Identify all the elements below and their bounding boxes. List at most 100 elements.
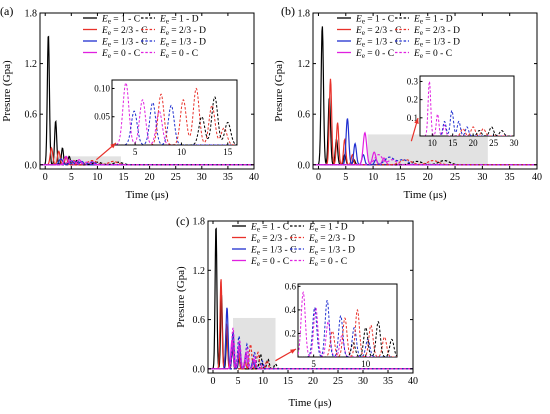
inset-y-tick-label: 0.4: [285, 305, 297, 315]
x-tick-label: 15: [395, 172, 405, 183]
legend-var: E: [413, 38, 420, 48]
legend-label: Ee = 1/3 - C: [101, 38, 147, 49]
x-tick-label: 5: [69, 172, 74, 183]
x-tick-label: 5: [343, 172, 348, 183]
y-axis-label: Presure (Gpa): [273, 60, 285, 122]
legend-label: Ee = 1/3 - D: [159, 38, 206, 49]
legend-label: Ee = 2/3 - D: [413, 26, 460, 37]
legend-text: = 2/3 - C: [111, 26, 148, 36]
plot-frame-3: [207, 220, 414, 374]
inset-x-tick-label: 30: [510, 138, 520, 148]
legend-text: = 2/3 - D: [169, 26, 206, 36]
inset-x-tick-label: 10: [177, 147, 187, 157]
legend-var: E: [355, 26, 362, 36]
inset-series-line-2: [420, 109, 514, 136]
legend-var: E: [101, 38, 108, 48]
legend-text: = 1/3 - C: [111, 38, 148, 48]
x-tick-label: 20: [145, 172, 155, 183]
inset-x-tick-label: 10: [361, 359, 371, 369]
legend-sub: e: [420, 18, 423, 26]
x-tick-label: 0: [211, 376, 216, 387]
y-tick-label: 1.8: [25, 9, 38, 20]
legend-text: = 1/3 - D: [169, 38, 206, 48]
y-tick-label: 1.2: [298, 59, 311, 70]
legend-var: E: [413, 15, 420, 25]
y-tick-label: 0.0: [298, 160, 311, 171]
legend-var: E: [250, 223, 257, 233]
legend-label: Ee = 1 - D: [308, 223, 348, 234]
y-tick-label: 1.8: [298, 9, 311, 20]
y-tick-label: 0.0: [25, 160, 38, 171]
legend-text: = 1/3 - C: [260, 246, 297, 256]
inset-frame: [111, 79, 238, 146]
legend-var: E: [159, 38, 166, 48]
legend-label: Ee = 0 - C: [159, 49, 198, 60]
inset-y-tick-label: 0.2: [407, 95, 418, 105]
legend-var: E: [250, 257, 257, 267]
legend-sub: e: [108, 52, 111, 60]
inset-x-tick-label: 25: [489, 138, 499, 148]
inset-series-line-4: [112, 96, 237, 145]
inset-y-tick-label: 0.05: [94, 112, 110, 122]
legend-var: E: [159, 26, 166, 36]
x-tick-label: 40: [408, 376, 418, 387]
legend-var: E: [355, 15, 362, 25]
x-tick-label: 0: [316, 172, 321, 183]
legend-sub: e: [315, 226, 318, 234]
legend-var: E: [355, 38, 362, 48]
legend-text: = 0 - C: [318, 257, 347, 267]
legend-sub: e: [420, 41, 423, 49]
x-tick-label: 40: [249, 172, 259, 183]
x-tick-label: 30: [358, 376, 368, 387]
zoom-arrow-head-1: [110, 143, 116, 149]
inset-x-tick-label: 15: [223, 147, 233, 157]
legend-var: E: [101, 15, 108, 25]
legend-text: = 0 - C: [169, 49, 198, 59]
legend-label: Ee = 0 - C: [355, 49, 394, 60]
inset-x-tick-label: 5: [311, 359, 316, 369]
inset-x-tick-label: 15: [448, 138, 458, 148]
y-tick-label: 0.6: [298, 110, 311, 121]
x-tick-label: 10: [258, 376, 268, 387]
legend-sub: e: [257, 260, 260, 268]
inset-series-line-2: [112, 101, 237, 145]
y-tick-label: 0.6: [25, 110, 38, 121]
legend-2: Ee = 1 - C Ee = 1 - DEe = 2/3 - C Ee = 2/3…: [337, 15, 460, 60]
series-line-3-8: [208, 327, 413, 370]
legend-label: Ee = 0 - C: [101, 49, 140, 60]
x-tick-label: 35: [383, 376, 393, 387]
legend-text: = 0 - C: [423, 49, 452, 59]
legend-label: Ee = 1 - D: [159, 15, 199, 26]
y-axis-label: Presure (Gpa): [1, 60, 13, 122]
inset-2: 10 15 20 25 30 0.1 0.2 0.3: [407, 75, 520, 148]
legend-label: Ee = 2/3 - C: [250, 234, 296, 245]
zoom-arrow-head-2: [414, 118, 419, 124]
legend-var: E: [101, 49, 108, 59]
legend-label: Ee = 1 - C: [355, 15, 394, 26]
legend-text: = 1 - D: [423, 15, 453, 25]
inset-y-tick-label: 0.10: [94, 83, 110, 93]
inset-1: 5 10 15 0.05 0.10: [94, 79, 238, 157]
x-tick-label: 35: [223, 172, 233, 183]
series-line-1-8: [40, 159, 254, 166]
panel-3: 0 5 10 15 20 25 30 35 40 0.0 0.6 1.2 1.8 Time (μs) Pre…: [175, 214, 418, 409]
legend-text: = 1/3 - D: [423, 38, 460, 48]
x-axis-label: Time (μs): [403, 189, 446, 201]
legend-sub: e: [362, 29, 365, 37]
x-axis-label: Time (μs): [288, 397, 331, 409]
legend-sub: e: [166, 18, 169, 26]
inset-3: 5 10 0.2 0.4 0.6: [285, 281, 398, 369]
legend-text: = 0 - C: [365, 49, 394, 59]
legend-text: = 1/3 - D: [318, 246, 355, 256]
x-tick-label: 0: [43, 172, 48, 183]
legend-sub: e: [315, 237, 318, 245]
legend-text: = 2/3 - D: [423, 26, 460, 36]
legend-text: = 1 - C: [260, 223, 289, 233]
legend-var: E: [250, 246, 257, 256]
legend-var: E: [308, 234, 315, 244]
x-tick-label: 30: [477, 172, 487, 183]
legend-sub: e: [420, 29, 423, 37]
legend-1: Ee = 1 - C Ee = 1 - DEe = 2/3 - C Ee = 2/3…: [83, 15, 206, 60]
inset-x-tick-label: 20: [469, 138, 479, 148]
